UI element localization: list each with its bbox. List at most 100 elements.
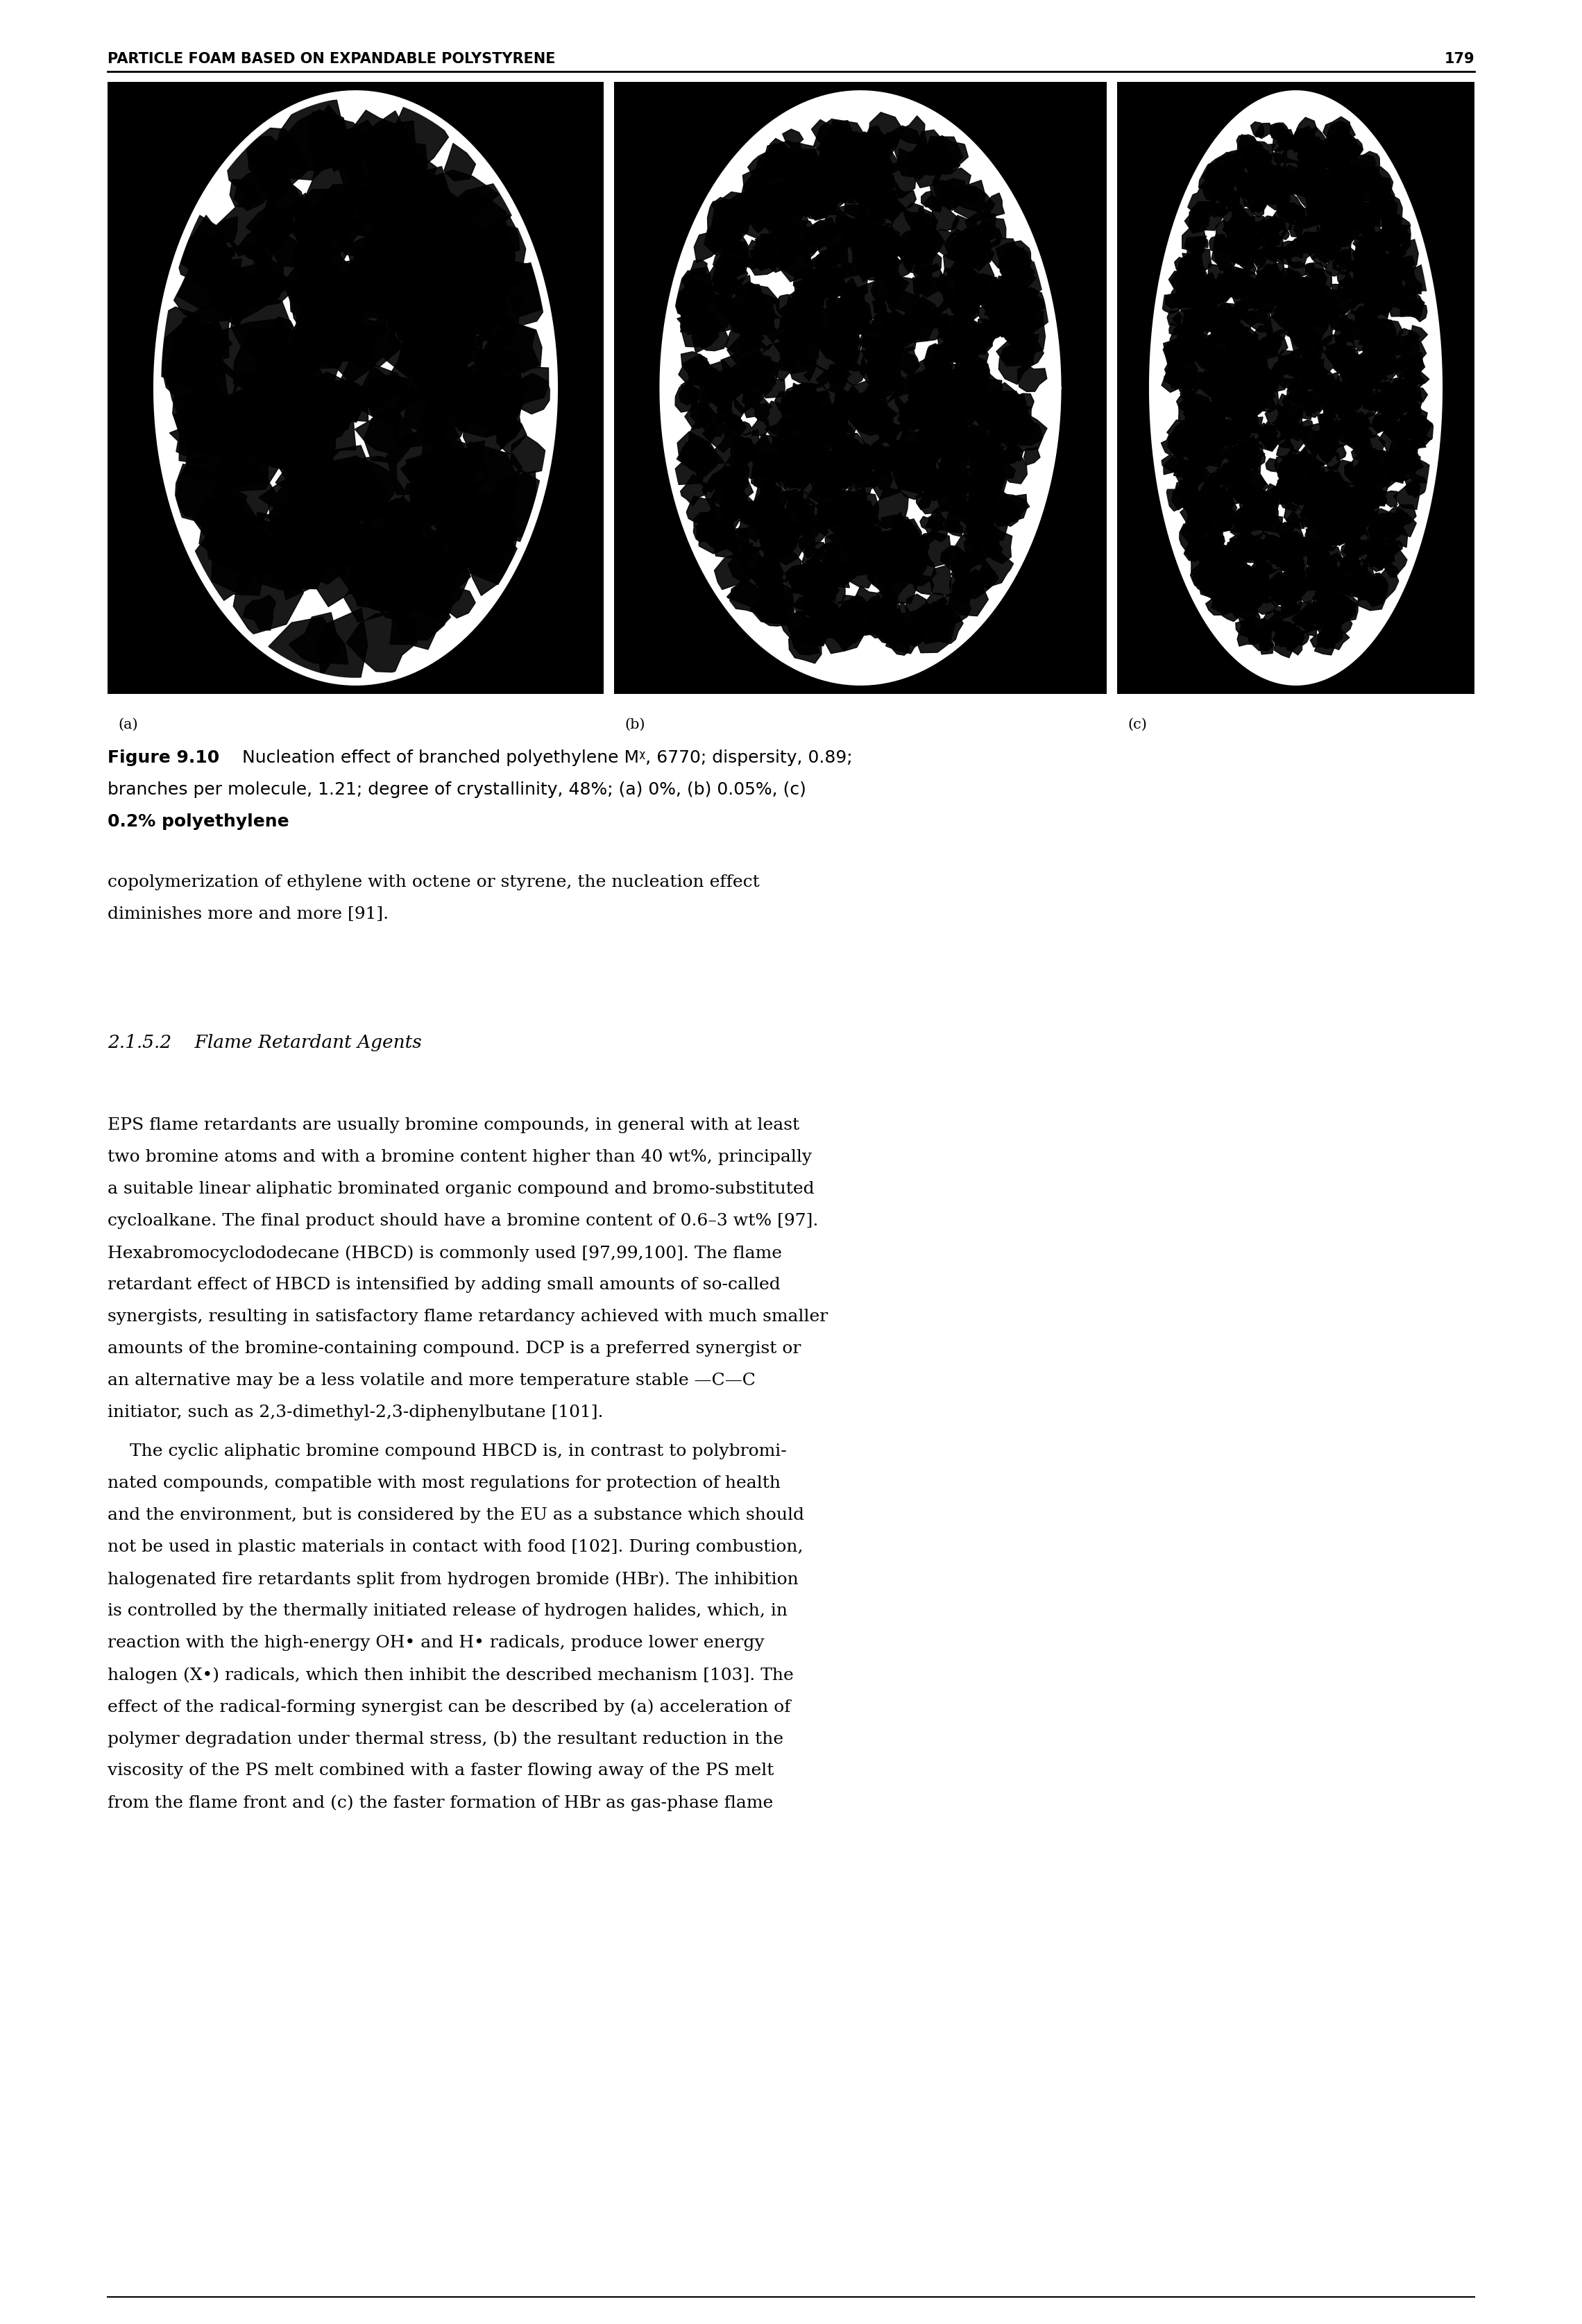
Polygon shape: [293, 481, 353, 541]
Polygon shape: [747, 284, 763, 302]
Polygon shape: [1236, 432, 1255, 451]
Polygon shape: [853, 228, 876, 244]
Polygon shape: [927, 151, 941, 165]
Polygon shape: [812, 337, 848, 372]
Polygon shape: [696, 511, 734, 551]
Polygon shape: [821, 158, 854, 191]
Polygon shape: [1186, 432, 1217, 462]
Polygon shape: [941, 179, 967, 209]
Polygon shape: [1213, 235, 1232, 253]
Polygon shape: [869, 386, 880, 402]
Polygon shape: [794, 214, 808, 230]
Polygon shape: [1248, 418, 1261, 432]
Polygon shape: [1215, 456, 1245, 483]
Polygon shape: [1205, 579, 1215, 590]
Polygon shape: [1359, 260, 1384, 284]
Polygon shape: [1373, 569, 1400, 600]
Polygon shape: [1201, 351, 1223, 372]
Polygon shape: [166, 358, 231, 430]
Polygon shape: [1291, 488, 1305, 504]
Polygon shape: [1204, 304, 1229, 332]
Polygon shape: [1255, 372, 1269, 386]
Polygon shape: [1389, 284, 1417, 309]
Polygon shape: [245, 379, 316, 451]
Polygon shape: [1236, 516, 1248, 528]
Polygon shape: [777, 507, 812, 532]
Polygon shape: [842, 435, 862, 458]
Polygon shape: [1367, 177, 1391, 200]
Polygon shape: [1277, 404, 1304, 432]
Polygon shape: [810, 251, 834, 270]
Polygon shape: [1179, 428, 1205, 451]
Polygon shape: [935, 444, 957, 469]
Polygon shape: [1179, 253, 1202, 277]
Polygon shape: [799, 504, 826, 530]
Polygon shape: [905, 555, 937, 586]
Polygon shape: [1367, 249, 1391, 277]
Polygon shape: [1405, 474, 1429, 497]
Polygon shape: [1319, 611, 1340, 634]
Polygon shape: [1231, 421, 1253, 439]
Polygon shape: [326, 523, 403, 604]
Polygon shape: [1223, 207, 1243, 232]
Polygon shape: [221, 393, 275, 449]
Polygon shape: [1315, 548, 1329, 562]
Polygon shape: [1005, 407, 1036, 442]
Polygon shape: [878, 249, 895, 267]
Polygon shape: [1335, 409, 1368, 435]
Polygon shape: [1232, 307, 1256, 335]
Polygon shape: [384, 321, 470, 386]
Polygon shape: [1340, 541, 1359, 562]
Polygon shape: [1323, 116, 1349, 144]
Polygon shape: [1357, 353, 1376, 381]
Polygon shape: [807, 423, 827, 442]
Polygon shape: [821, 504, 840, 523]
Polygon shape: [1392, 337, 1406, 351]
Polygon shape: [862, 165, 900, 207]
Polygon shape: [1299, 174, 1323, 200]
Polygon shape: [1261, 335, 1281, 351]
Polygon shape: [892, 616, 925, 644]
Polygon shape: [1223, 432, 1237, 444]
Polygon shape: [718, 297, 758, 330]
Polygon shape: [1283, 600, 1297, 614]
Polygon shape: [274, 100, 346, 179]
Polygon shape: [1338, 304, 1349, 314]
Polygon shape: [837, 509, 873, 555]
Polygon shape: [266, 504, 297, 535]
Polygon shape: [824, 230, 853, 253]
Polygon shape: [1394, 256, 1416, 277]
Polygon shape: [1291, 137, 1302, 153]
Polygon shape: [838, 356, 854, 370]
Polygon shape: [785, 460, 812, 488]
Polygon shape: [867, 567, 914, 600]
Polygon shape: [1261, 158, 1274, 177]
Polygon shape: [837, 132, 878, 165]
Text: (b): (b): [625, 718, 645, 732]
Polygon shape: [804, 172, 829, 200]
Polygon shape: [177, 256, 242, 309]
Polygon shape: [1315, 335, 1346, 360]
Polygon shape: [786, 321, 805, 344]
Polygon shape: [1223, 214, 1243, 237]
Polygon shape: [1172, 309, 1205, 337]
Polygon shape: [946, 497, 987, 532]
Polygon shape: [1356, 181, 1368, 191]
Polygon shape: [1292, 314, 1313, 332]
Polygon shape: [1327, 472, 1340, 486]
Polygon shape: [1357, 497, 1376, 514]
Polygon shape: [1185, 414, 1194, 428]
Polygon shape: [963, 469, 987, 493]
Polygon shape: [941, 372, 981, 409]
Polygon shape: [1223, 191, 1240, 207]
Polygon shape: [908, 367, 944, 411]
Polygon shape: [1175, 481, 1198, 497]
Polygon shape: [1234, 142, 1269, 172]
Polygon shape: [1183, 307, 1207, 328]
Polygon shape: [1201, 567, 1223, 593]
Polygon shape: [832, 432, 869, 460]
Polygon shape: [709, 253, 748, 295]
Polygon shape: [918, 411, 949, 446]
Polygon shape: [872, 546, 910, 586]
Polygon shape: [867, 567, 894, 593]
